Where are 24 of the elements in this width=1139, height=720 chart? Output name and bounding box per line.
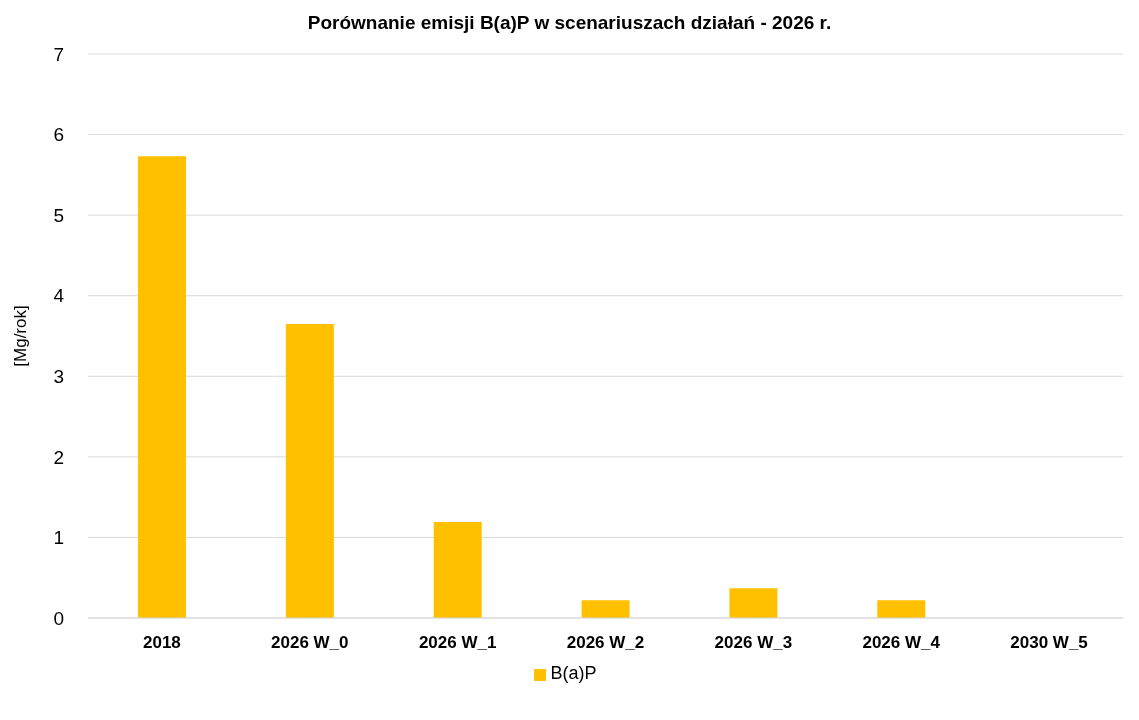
bar [285,323,334,618]
chart-title: Porównanie emisji B(a)P w scenariuszach działań - 2026 r. [306,12,833,34]
y-tick-label: 5 [53,204,64,226]
x-tick-label: 2026 W_1 [418,633,497,653]
x-tick-label: 2026 W_2 [566,633,645,653]
bar [138,156,186,618]
x-tick-label: 2018 [143,633,181,653]
y-tick-label: 6 [53,124,64,146]
bar [581,600,630,618]
x-tick-label: 2026 W_4 [862,633,941,653]
x-tick-label: 2026 W_3 [714,633,793,653]
bar [433,522,482,618]
y-tick-label: 0 [53,607,64,629]
y-axis-title: [Mg/rok] [11,305,31,367]
x-tick-label: 2026 W_0 [271,633,349,653]
legend-label: B(a)P [550,663,597,683]
y-tick-label: 3 [53,366,64,388]
bar [877,600,926,618]
y-tick-label: 2 [53,446,64,468]
x-tick-label: 2030 W_5 [1010,633,1088,653]
y-tick-label: 4 [53,285,65,307]
bar [729,588,778,618]
y-tick-label: 7 [53,43,64,65]
y-tick-label: 1 [53,527,64,549]
